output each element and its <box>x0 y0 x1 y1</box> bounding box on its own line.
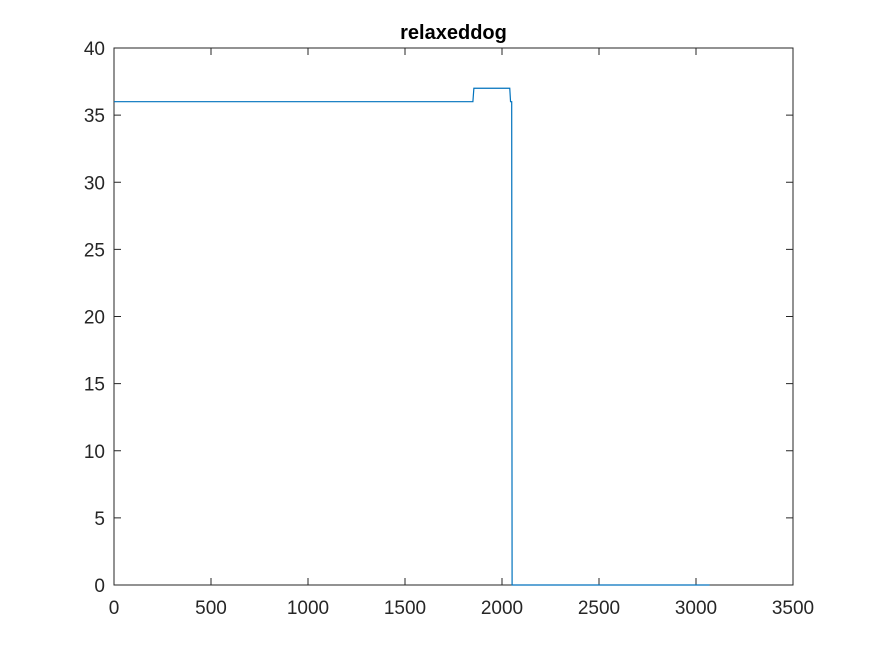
chart-title: relaxeddog <box>400 22 507 44</box>
axis-ticks <box>113 47 794 586</box>
x-tick-label: 2500 <box>578 598 620 619</box>
series-group <box>114 87 710 586</box>
y-tick-labels: 0 5 10 15 20 25 30 35 40 <box>84 39 105 597</box>
plot-area <box>113 47 794 586</box>
x-tick-labels: 0 500 1000 1500 2000 2500 3000 3500 <box>109 598 814 619</box>
x-tick-label: 3000 <box>675 598 717 619</box>
x-tick-label: 500 <box>195 598 227 619</box>
y-tick-label: 35 <box>84 106 105 127</box>
y-tick-label: 25 <box>84 240 105 261</box>
y-tick-label: 20 <box>84 308 105 329</box>
y-tick-label: 0 <box>94 576 105 597</box>
y-tick-label: 30 <box>84 173 105 194</box>
x-tick-label: 2000 <box>481 598 523 619</box>
series-line <box>114 87 710 586</box>
y-tick-label: 10 <box>84 442 105 463</box>
y-tick-label: 5 <box>94 509 105 530</box>
x-tick-label: 1500 <box>384 598 426 619</box>
x-tick-label: 1000 <box>287 598 329 619</box>
y-tick-label: 15 <box>84 375 105 396</box>
x-tick-label: 3500 <box>772 598 814 619</box>
x-tick-label: 0 <box>109 598 120 619</box>
y-tick-label: 40 <box>84 39 105 60</box>
